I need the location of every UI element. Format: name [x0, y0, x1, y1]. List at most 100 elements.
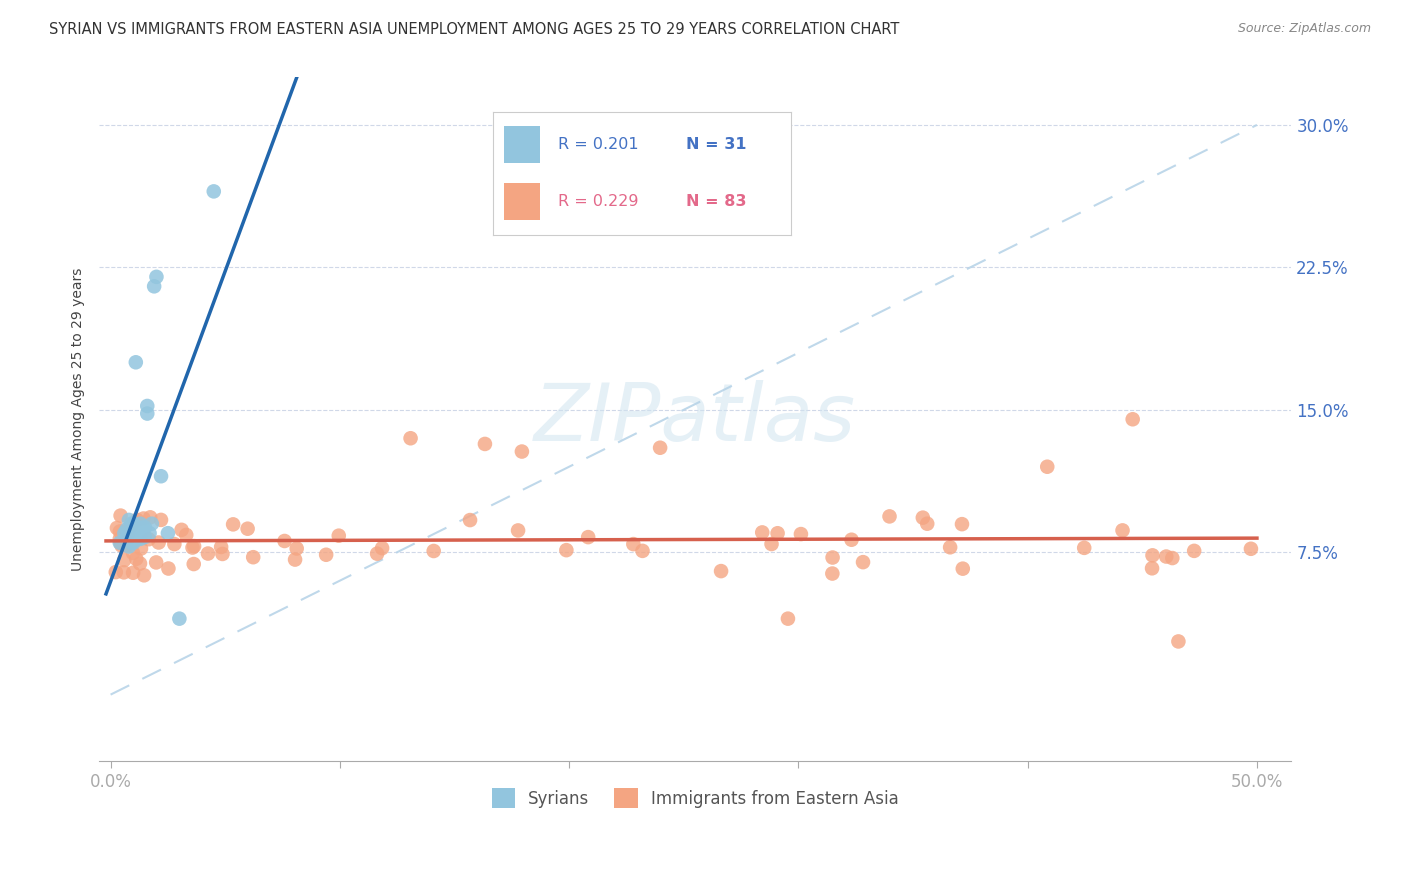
Point — [112, 566, 135, 580]
Point — [150, 513, 173, 527]
Point — [202, 185, 225, 199]
Point — [122, 516, 145, 531]
Point — [761, 537, 783, 551]
Point — [136, 399, 159, 413]
Point — [650, 441, 672, 455]
Point — [222, 517, 245, 532]
Point — [506, 524, 529, 538]
Point — [138, 526, 160, 541]
Point — [821, 550, 844, 565]
Point — [127, 532, 149, 546]
Point — [458, 513, 481, 527]
Point — [122, 526, 145, 541]
Point — [145, 269, 167, 284]
Point — [236, 522, 259, 536]
Point — [122, 566, 145, 580]
Point — [108, 532, 131, 546]
Point — [1073, 541, 1095, 555]
Point — [163, 537, 186, 551]
Point — [136, 407, 159, 421]
Point — [952, 562, 974, 576]
Point — [122, 546, 145, 560]
Point — [576, 530, 599, 544]
Point — [120, 519, 142, 533]
Point — [1140, 561, 1163, 575]
Text: Source: ZipAtlas.com: Source: ZipAtlas.com — [1237, 22, 1371, 36]
Point — [131, 520, 153, 534]
Point — [399, 431, 422, 445]
Point — [751, 525, 773, 540]
Point — [555, 543, 578, 558]
Point — [1122, 412, 1144, 426]
Point — [631, 544, 654, 558]
Text: ZIPatlas: ZIPatlas — [534, 380, 856, 458]
Point — [120, 516, 142, 531]
Point — [150, 469, 173, 483]
Point — [110, 536, 132, 550]
Point — [328, 529, 350, 543]
Point — [115, 522, 138, 536]
Point — [145, 556, 167, 570]
Point — [841, 533, 863, 547]
Point — [174, 528, 197, 542]
Point — [129, 541, 152, 556]
Point — [108, 524, 131, 539]
Point — [112, 553, 135, 567]
Point — [211, 547, 233, 561]
Point — [1240, 541, 1263, 556]
Point — [110, 508, 132, 523]
Point — [371, 541, 394, 555]
Point — [766, 526, 789, 541]
Point — [118, 540, 141, 554]
Point — [183, 557, 205, 571]
Point — [621, 537, 644, 551]
Point — [156, 526, 179, 541]
Point — [242, 550, 264, 565]
Point — [127, 520, 149, 534]
Point — [911, 510, 934, 524]
Point — [879, 509, 901, 524]
Point — [1036, 459, 1059, 474]
Point — [169, 612, 191, 626]
Point — [139, 510, 162, 524]
Point — [939, 541, 962, 555]
Point — [117, 527, 139, 541]
Point — [170, 523, 193, 537]
Point — [950, 517, 973, 532]
Point — [821, 566, 844, 581]
Point — [134, 520, 156, 534]
Point — [108, 535, 131, 549]
Point — [120, 526, 142, 541]
Point — [284, 552, 307, 566]
Point — [209, 540, 232, 554]
Legend: Syrians, Immigrants from Eastern Asia: Syrians, Immigrants from Eastern Asia — [485, 781, 905, 814]
Y-axis label: Unemployment Among Ages 25 to 29 years: Unemployment Among Ages 25 to 29 years — [72, 268, 86, 571]
Point — [157, 561, 180, 575]
Point — [183, 539, 205, 553]
Point — [1154, 549, 1177, 564]
Point — [790, 527, 813, 541]
Point — [129, 516, 152, 531]
Point — [148, 535, 170, 549]
Point — [915, 516, 938, 531]
Point — [125, 530, 148, 544]
Point — [422, 544, 444, 558]
Point — [138, 533, 160, 547]
Point — [776, 612, 799, 626]
Point — [125, 355, 148, 369]
Point — [366, 547, 388, 561]
Point — [710, 564, 733, 578]
Point — [104, 565, 127, 579]
Point — [510, 444, 533, 458]
Point — [125, 551, 148, 566]
Point — [315, 548, 337, 562]
Point — [132, 568, 155, 582]
Point — [115, 530, 138, 544]
Point — [120, 535, 142, 549]
Point — [115, 539, 138, 553]
Point — [1142, 549, 1164, 563]
Point — [197, 547, 219, 561]
Point — [129, 557, 152, 571]
Point — [852, 555, 875, 569]
Point — [132, 511, 155, 525]
